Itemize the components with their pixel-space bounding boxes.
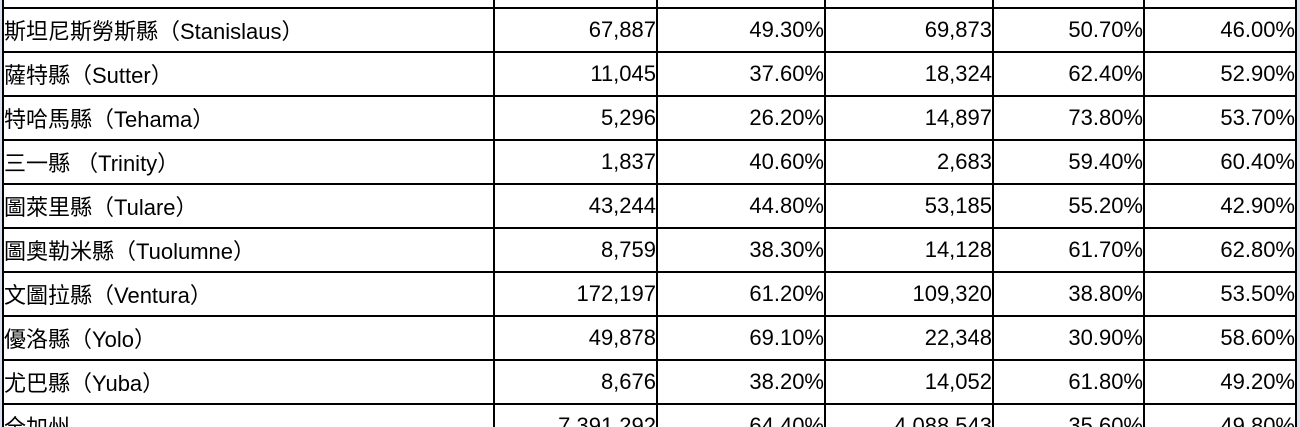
extra-pct-cell: 58.60%: [1143, 315, 1297, 361]
votes-b-cell: 4,088,543: [824, 403, 994, 427]
extra-pct-cell: 60.40%: [1143, 139, 1297, 185]
pct-a-cell: 69.10%: [656, 315, 826, 361]
pct-b-cell: 59.40%: [992, 139, 1145, 185]
county-name: 文圖拉縣（Ventura）: [2, 271, 495, 317]
county-name: 圖萊里縣（Tulare）: [2, 183, 495, 229]
pct-a-cell: 64.40%: [656, 403, 826, 427]
clipped-cell: [656, 0, 826, 9]
votes-a-cell: 49,878: [493, 315, 658, 361]
pct-a-cell: 26.20%: [656, 95, 826, 141]
extra-pct-cell: 53.50%: [1143, 271, 1297, 317]
votes-b-cell: 22,348: [824, 315, 994, 361]
county-name: 薩特縣（Sutter）: [2, 51, 495, 97]
table-row: 薩特縣（Sutter） 11,045 37.60% 18,324 62.40% …: [2, 51, 1297, 97]
extra-pct-cell: 42.90%: [1143, 183, 1297, 229]
votes-a-cell: 1,837: [493, 139, 658, 185]
extra-pct-cell: 53.70%: [1143, 95, 1297, 141]
table-row: 斯坦尼斯勞斯縣（Stanislaus） 67,887 49.30% 69,873…: [2, 7, 1297, 53]
votes-b-cell: 53,185: [824, 183, 994, 229]
table-row: 三一縣 （Trinity） 1,837 40.60% 2,683 59.40% …: [2, 139, 1297, 185]
votes-a-cell: 67,887: [493, 7, 658, 53]
table-row: 特哈馬縣（Tehama） 5,296 26.20% 14,897 73.80% …: [2, 95, 1297, 141]
pct-a-cell: 61.20%: [656, 271, 826, 317]
table-row-clipped: [2, 0, 1297, 9]
clipped-cell: [1143, 0, 1297, 9]
extra-pct-cell: 49.80%: [1143, 403, 1297, 427]
extra-pct-cell: 49.20%: [1143, 359, 1297, 405]
votes-a-cell: 7,391,292: [493, 403, 658, 427]
table-row: 圖萊里縣（Tulare） 43,244 44.80% 53,185 55.20%…: [2, 183, 1297, 229]
county-name: 全加州: [2, 403, 495, 427]
votes-b-cell: 14,052: [824, 359, 994, 405]
extra-pct-cell: 46.00%: [1143, 7, 1297, 53]
votes-b-cell: 18,324: [824, 51, 994, 97]
clipped-cell: [824, 0, 994, 9]
table-row: 圖奧勒米縣（Tuolumne） 8,759 38.30% 14,128 61.7…: [2, 227, 1297, 273]
votes-a-cell: 43,244: [493, 183, 658, 229]
votes-a-cell: 172,197: [493, 271, 658, 317]
pct-b-cell: 30.90%: [992, 315, 1145, 361]
pct-b-cell: 55.20%: [992, 183, 1145, 229]
table-row-total: 全加州 7,391,292 64.40% 4,088,543 35.60% 49…: [2, 403, 1297, 427]
votes-b-cell: 14,897: [824, 95, 994, 141]
votes-b-cell: 14,128: [824, 227, 994, 273]
pct-a-cell: 40.60%: [656, 139, 826, 185]
extra-pct-cell: 52.90%: [1143, 51, 1297, 97]
clipped-cell: [2, 0, 495, 9]
votes-b-cell: 2,683: [824, 139, 994, 185]
pct-a-cell: 38.30%: [656, 227, 826, 273]
votes-a-cell: 8,759: [493, 227, 658, 273]
pct-b-cell: 73.80%: [992, 95, 1145, 141]
pct-b-cell: 50.70%: [992, 7, 1145, 53]
county-name: 尤巴縣（Yuba）: [2, 359, 495, 405]
county-name: 圖奧勒米縣（Tuolumne）: [2, 227, 495, 273]
votes-b-cell: 69,873: [824, 7, 994, 53]
pct-a-cell: 44.80%: [656, 183, 826, 229]
pct-a-cell: 49.30%: [656, 7, 826, 53]
county-name: 斯坦尼斯勞斯縣（Stanislaus）: [2, 7, 495, 53]
clipped-cell: [992, 0, 1145, 9]
votes-a-cell: 5,296: [493, 95, 658, 141]
table-row: 優洛縣（Yolo） 49,878 69.10% 22,348 30.90% 58…: [2, 315, 1297, 361]
votes-a-cell: 8,676: [493, 359, 658, 405]
pct-b-cell: 38.80%: [992, 271, 1145, 317]
votes-b-cell: 109,320: [824, 271, 994, 317]
pct-b-cell: 61.80%: [992, 359, 1145, 405]
clipped-cell: [493, 0, 658, 9]
extra-pct-cell: 62.80%: [1143, 227, 1297, 273]
votes-a-cell: 11,045: [493, 51, 658, 97]
county-name: 特哈馬縣（Tehama）: [2, 95, 495, 141]
county-name: 優洛縣（Yolo）: [2, 315, 495, 361]
pct-b-cell: 62.40%: [992, 51, 1145, 97]
table-row: 文圖拉縣（Ventura） 172,197 61.20% 109,320 38.…: [2, 271, 1297, 317]
pct-a-cell: 37.60%: [656, 51, 826, 97]
table-row: 尤巴縣（Yuba） 8,676 38.20% 14,052 61.80% 49.…: [2, 359, 1297, 405]
pct-b-cell: 61.70%: [992, 227, 1145, 273]
pct-b-cell: 35.60%: [992, 403, 1145, 427]
county-name: 三一縣 （Trinity）: [2, 139, 495, 185]
pct-a-cell: 38.20%: [656, 359, 826, 405]
